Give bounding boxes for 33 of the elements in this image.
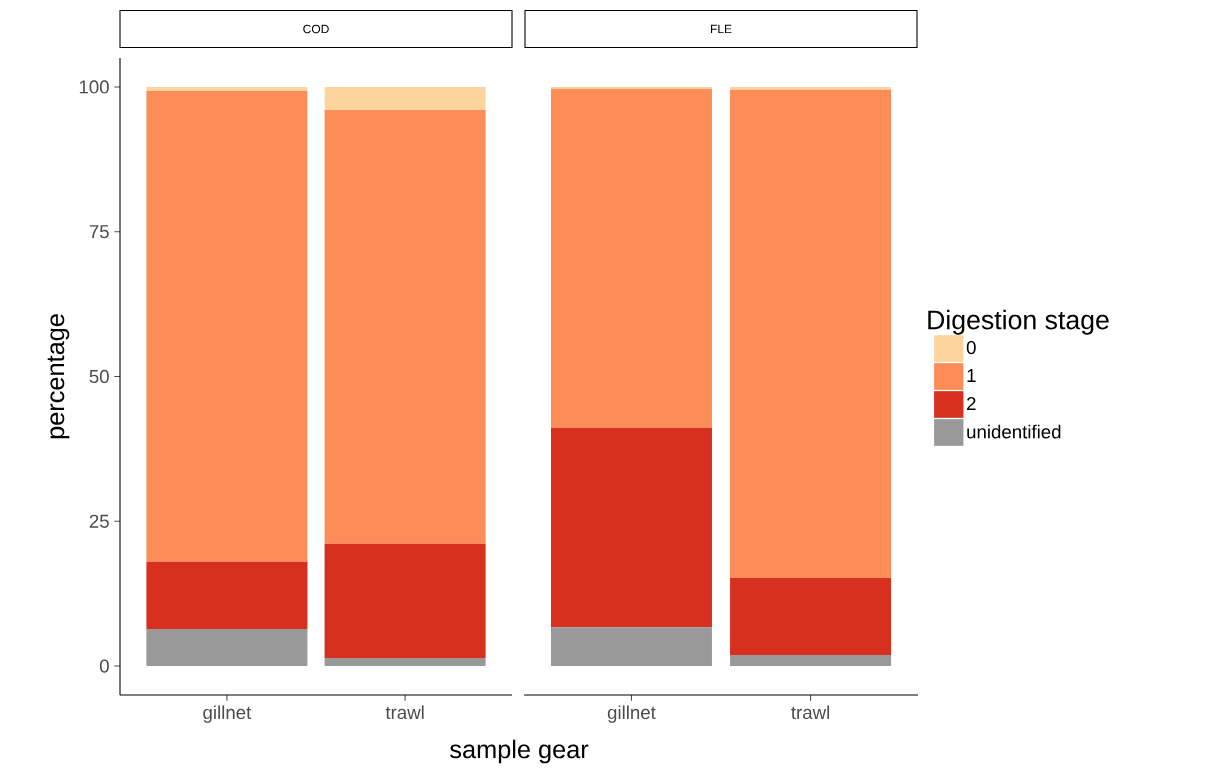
chart-title: FLE — [710, 24, 732, 34]
y-tick-label: 75 — [89, 225, 109, 239]
bar — [324, 657, 486, 667]
bar — [146, 86, 308, 91]
x-tick-label: gillnet — [607, 705, 656, 723]
bar — [324, 110, 486, 544]
bar — [324, 543, 486, 658]
legend-label: 2 — [967, 396, 976, 411]
y-tick-label: 100 — [79, 80, 109, 94]
x-axis-title: sample gear — [450, 739, 589, 764]
y-tick-label: 0 — [99, 659, 109, 673]
bar — [550, 88, 712, 429]
x-tick-label: trawl — [791, 705, 830, 720]
y-tick-label: 25 — [89, 514, 109, 528]
bar — [550, 627, 712, 667]
legend-title: Digestion stage — [928, 309, 1109, 335]
x-tick-label: gillnet — [203, 705, 252, 723]
bar — [146, 628, 308, 667]
bar — [146, 561, 308, 629]
bar — [730, 89, 892, 579]
chart-title: COD — [303, 24, 329, 34]
bar — [146, 91, 308, 562]
bar — [550, 428, 712, 628]
y-axis-title: percentage — [47, 314, 70, 439]
bar — [324, 86, 486, 111]
x-tick-label: trawl — [385, 705, 424, 720]
legend-label: 0 — [966, 340, 976, 355]
legend-label: unidentified — [967, 424, 1061, 439]
y-tick-label: 50 — [89, 369, 109, 384]
legend-label: 1 — [967, 369, 976, 382]
bar — [730, 655, 892, 667]
bar — [730, 578, 892, 656]
bar — [730, 86, 892, 90]
